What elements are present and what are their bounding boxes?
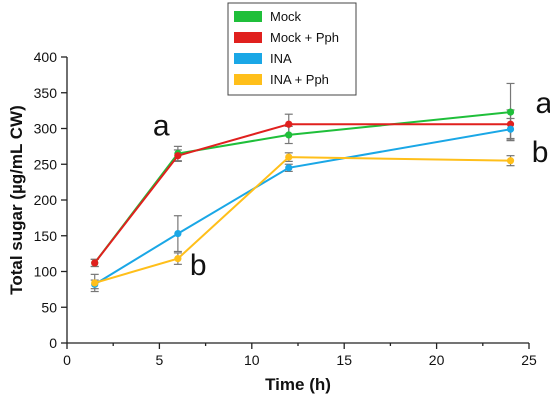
significance-letter: a [153,110,170,143]
x-tick-label: 10 [244,352,260,368]
x-tick-label: 15 [336,352,352,368]
data-point [174,152,182,160]
legend-swatch [234,32,262,43]
y-tick-label: 300 [34,121,58,137]
significance-letter: b [532,136,549,169]
legend-label: INA + Pph [270,72,329,87]
y-tick-label: 250 [34,156,58,172]
legend-swatch [234,53,262,64]
series-line-2 [94,128,511,286]
y-axis-label: Total sugar (µg/mL CW) [7,105,26,295]
significance-letter: a [535,87,550,120]
series-lines [93,111,511,286]
legend-swatch [234,11,262,22]
y-tick-label: 200 [34,192,58,208]
data-point [91,279,99,287]
significance-letter: b [190,249,207,282]
data-point [285,120,293,128]
x-tick-label: 25 [521,352,537,368]
series-line-1 [93,123,511,264]
x-axis-label: Time (h) [265,375,331,394]
legend-label: Mock [270,9,302,24]
data-point [506,157,515,165]
series-line-3 [94,156,511,284]
legend: Mock Mock + Pph INA INA + Pph [227,2,357,96]
data-point [285,164,293,172]
y-tick-label: 50 [41,299,57,315]
y-tick-label: 100 [34,264,58,280]
data-point [506,125,515,133]
x-tick-label: 20 [429,352,445,368]
x-tick-label: 5 [156,352,164,368]
y-tick-label: 350 [34,85,58,101]
data-point [506,108,515,116]
x-tick-label: 0 [63,352,71,368]
legend-label: Mock + Pph [270,30,339,45]
legend-label: INA [270,51,292,66]
data-point [174,230,182,238]
y-tick-label: 150 [34,228,58,244]
series-points [91,108,515,288]
data-point [174,255,182,263]
y-tick-label: 0 [49,335,57,351]
legend-swatch [234,74,262,85]
data-point [91,259,99,267]
data-point [285,153,293,161]
data-point [285,131,293,139]
y-tick-label: 400 [34,49,58,65]
data-point [506,120,515,128]
